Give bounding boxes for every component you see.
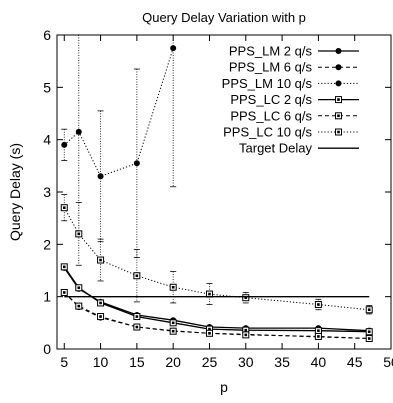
data-point-center [244, 328, 248, 332]
series-line [63, 47, 174, 177]
data-point-center [367, 330, 371, 334]
data-point-center [244, 296, 248, 300]
series-0 [61, 264, 373, 334]
legend-marker [335, 80, 342, 87]
legend-entry-3: PPS_LC 2 q/s [230, 92, 359, 107]
data-point-center [62, 265, 66, 269]
series-line [63, 292, 370, 339]
chart-title: Query Delay Variation with p [142, 10, 306, 25]
x-tick-label: 35 [274, 354, 290, 370]
data-point-center [367, 308, 371, 312]
y-tick-label: 3 [43, 184, 51, 200]
data-point-center [208, 327, 211, 331]
x-tick-label: 25 [202, 354, 218, 370]
data-point-center [77, 232, 81, 236]
legend-label: PPS_LM 2 q/s [229, 44, 313, 59]
legend-entry-0: PPS_LM 2 q/s [229, 44, 359, 59]
data-point-center [208, 332, 211, 335]
data-point [61, 141, 68, 148]
legend-marker [335, 64, 342, 71]
data-point-center [135, 315, 139, 318]
data-point-center [77, 286, 81, 290]
data-point-center [99, 258, 102, 262]
series-line [63, 292, 370, 339]
series-4 [60, 288, 373, 343]
legend-entry-1: PPS_LM 6 q/s [229, 60, 359, 75]
data-point-center [135, 274, 139, 278]
x-tick-label: 20 [165, 354, 181, 370]
y-tick-label: 0 [43, 341, 51, 357]
legend-entry-5: PPS_LC 10 q/s [223, 125, 359, 140]
series-line [63, 267, 370, 332]
y-tick-label: 6 [43, 27, 51, 43]
y-tick-label: 1 [43, 289, 51, 305]
legend-marker [335, 48, 342, 54]
data-point-center [62, 291, 66, 294]
data-point-center [317, 329, 320, 332]
x-tick-label: 10 [93, 354, 109, 370]
data-point-center [208, 292, 211, 296]
data-point [75, 128, 82, 135]
data-point [97, 173, 104, 180]
legend-marker-center [337, 114, 340, 118]
series-3 [60, 263, 373, 336]
data-point-center [171, 329, 175, 333]
data-point-center [171, 285, 175, 289]
legend-entry-2: PPS_LM 10 q/s [222, 76, 359, 91]
data-point-center [244, 333, 248, 337]
legend-label: PPS_LC 10 q/s [223, 125, 312, 140]
series-2 [61, 35, 177, 258]
legend-label: PPS_LC 2 q/s [230, 92, 312, 107]
data-point-center [171, 321, 175, 325]
legend-marker-center [337, 130, 340, 134]
x-tick-label: 45 [347, 354, 363, 370]
x-tick-label: 40 [311, 354, 327, 370]
data-point [170, 45, 177, 52]
y-tick-label: 5 [43, 79, 51, 95]
y-tick-label: 2 [43, 236, 51, 252]
legend-marker-center [337, 98, 340, 101]
x-axis-label: p [220, 379, 228, 395]
series-line [63, 266, 370, 333]
x-tick-label: 30 [238, 354, 254, 370]
x-tick-label: 50 [383, 354, 393, 370]
legend-label: Target Delay [239, 141, 312, 156]
legend-entry-6: Target Delay [239, 141, 359, 156]
series-line [63, 207, 370, 311]
data-point-center [77, 304, 81, 308]
y-tick-label: 4 [43, 132, 51, 148]
data-point-center [135, 325, 139, 329]
series-5 [60, 194, 373, 315]
data-point-center [99, 315, 102, 318]
data-point-center [317, 303, 320, 306]
y-axis-label: Query Delay (s) [7, 143, 23, 241]
legend-entry-4: PPS_LC 6 q/s [230, 108, 359, 123]
data-point-center [99, 301, 102, 305]
x-tick-label: 5 [60, 354, 68, 370]
data-point [133, 160, 140, 167]
data-point-center [317, 335, 320, 338]
legend-label: PPS_LM 6 q/s [229, 60, 313, 75]
data-point-center [367, 337, 371, 340]
legend-label: PPS_LM 10 q/s [222, 76, 313, 91]
data-point-center [62, 206, 66, 209]
legend-label: PPS_LC 6 q/s [230, 108, 312, 123]
x-tick-label: 15 [129, 354, 145, 370]
